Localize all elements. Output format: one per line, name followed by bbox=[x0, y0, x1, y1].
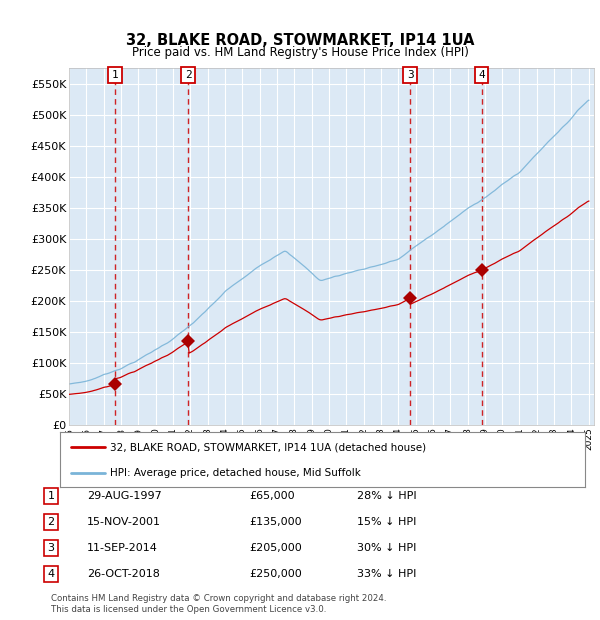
Text: 32, BLAKE ROAD, STOWMARKET, IP14 1UA: 32, BLAKE ROAD, STOWMARKET, IP14 1UA bbox=[126, 33, 474, 48]
Text: £65,000: £65,000 bbox=[249, 491, 295, 501]
Text: £135,000: £135,000 bbox=[249, 517, 302, 527]
Text: Price paid vs. HM Land Registry's House Price Index (HPI): Price paid vs. HM Land Registry's House … bbox=[131, 46, 469, 59]
Text: 3: 3 bbox=[407, 70, 413, 80]
Text: 15% ↓ HPI: 15% ↓ HPI bbox=[357, 517, 416, 527]
Text: 4: 4 bbox=[47, 569, 55, 579]
Text: £205,000: £205,000 bbox=[249, 543, 302, 553]
Text: 28% ↓ HPI: 28% ↓ HPI bbox=[357, 491, 416, 501]
Text: 2: 2 bbox=[185, 70, 191, 80]
Text: 4: 4 bbox=[478, 70, 485, 80]
Text: 11-SEP-2014: 11-SEP-2014 bbox=[87, 543, 158, 553]
Text: 1: 1 bbox=[47, 491, 55, 501]
Text: 33% ↓ HPI: 33% ↓ HPI bbox=[357, 569, 416, 579]
Text: HPI: Average price, detached house, Mid Suffolk: HPI: Average price, detached house, Mid … bbox=[110, 468, 361, 478]
Text: 26-OCT-2018: 26-OCT-2018 bbox=[87, 569, 160, 579]
Text: 30% ↓ HPI: 30% ↓ HPI bbox=[357, 543, 416, 553]
Text: 29-AUG-1997: 29-AUG-1997 bbox=[87, 491, 162, 501]
Text: 15-NOV-2001: 15-NOV-2001 bbox=[87, 517, 161, 527]
Text: £250,000: £250,000 bbox=[249, 569, 302, 579]
Text: 3: 3 bbox=[47, 543, 55, 553]
Text: 2: 2 bbox=[47, 517, 55, 527]
Text: 32, BLAKE ROAD, STOWMARKET, IP14 1UA (detached house): 32, BLAKE ROAD, STOWMARKET, IP14 1UA (de… bbox=[110, 443, 426, 453]
Text: 1: 1 bbox=[112, 70, 118, 80]
Text: Contains HM Land Registry data © Crown copyright and database right 2024.
This d: Contains HM Land Registry data © Crown c… bbox=[51, 595, 386, 614]
